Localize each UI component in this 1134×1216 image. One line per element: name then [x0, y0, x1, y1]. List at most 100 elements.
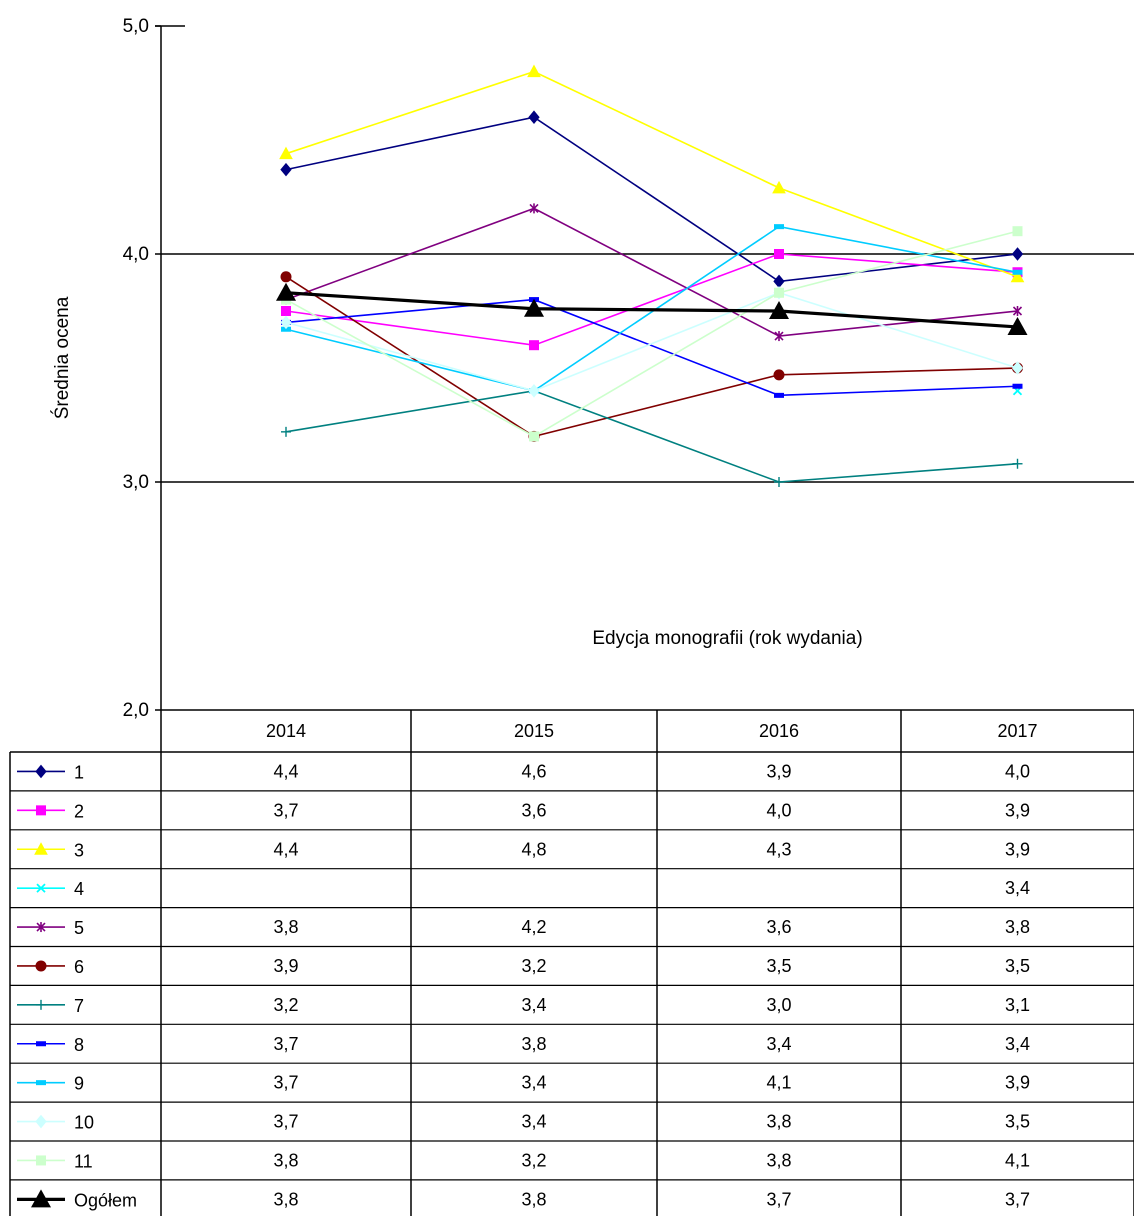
data-point-Ogółem: [276, 282, 296, 301]
data-point-7: [774, 477, 784, 487]
data-point-2: [529, 340, 539, 351]
data-point-11: [774, 287, 784, 298]
legend-marker-1: [35, 764, 47, 779]
table-cell: 3,9: [1005, 800, 1030, 820]
x-category-label: 2015: [514, 721, 554, 741]
table-cell: 3,8: [521, 1034, 546, 1054]
series-line-7: [285, 389, 1018, 483]
table-cell: 3,8: [273, 1150, 298, 1170]
legend-marker-Ogółem: [31, 1189, 51, 1208]
x-category-label: 2016: [759, 721, 799, 741]
table-cell: 4,6: [521, 761, 546, 781]
table-cell: 3,8: [766, 1112, 791, 1132]
table-cell: 3,0: [766, 995, 791, 1015]
data-point-1: [528, 110, 540, 124]
data-point-5: [529, 203, 539, 214]
legend-label: 1: [74, 762, 84, 782]
data-point-2: [774, 249, 784, 259]
data-point-1: [1011, 247, 1024, 261]
legend-label: 11: [74, 1151, 93, 1171]
y-tick-label: 4,0: [123, 244, 149, 265]
table-cell: 3,2: [521, 956, 546, 976]
table-cell: 3,7: [273, 1112, 298, 1132]
series-line-11: [285, 230, 1018, 438]
table-cell: 3,8: [273, 917, 298, 937]
table-cell: 3,9: [1005, 1073, 1030, 1093]
table-cell: 4,4: [273, 761, 298, 781]
table-cell: 3,7: [766, 1189, 791, 1209]
table-cell: 3,9: [766, 761, 791, 781]
x-category-label: 2014: [266, 721, 306, 741]
table-cell: 3,7: [273, 1034, 298, 1054]
table-cell: 4,2: [521, 917, 546, 937]
table-cell: 3,5: [1005, 1112, 1030, 1132]
data-point-6: [280, 271, 292, 283]
series-line-8: [285, 298, 1018, 397]
legend-label: 7: [74, 996, 84, 1016]
data-point-2: [281, 306, 291, 316]
table-cell: 3,9: [273, 956, 298, 976]
table-cell: 3,8: [766, 1150, 791, 1170]
legend-marker-10: [35, 1114, 47, 1129]
table-cell: 3,7: [1005, 1189, 1030, 1209]
table-cell: 3,5: [1005, 956, 1030, 976]
legend-label: 9: [74, 1074, 84, 1094]
data-point-5: [774, 331, 784, 342]
legend-label: Ogółem: [74, 1190, 137, 1210]
table-cell: 3,4: [1005, 878, 1030, 898]
table-cell: 3,7: [273, 800, 298, 820]
y-tick-label: 2,0: [123, 700, 149, 721]
legend-label: 5: [74, 918, 84, 938]
data-point-Ogółem: [1007, 316, 1028, 335]
table-cell: 4,0: [1005, 761, 1030, 781]
data-point-7: [1012, 458, 1023, 469]
legend-marker-8: [36, 1041, 46, 1047]
series-line-Ogółem: [285, 291, 1018, 329]
table-cell: 4,3: [766, 839, 791, 859]
data-point-9: [281, 326, 291, 332]
legend-marker-9: [36, 1080, 46, 1086]
table-cell: 3,4: [766, 1034, 791, 1054]
data-point-3: [1010, 269, 1025, 283]
table-cell: 3,5: [766, 956, 791, 976]
table-cell: 3,4: [521, 995, 546, 1015]
data-point-3: [279, 146, 293, 160]
y-tick-label: 3,0: [123, 472, 149, 493]
data-point-8: [774, 392, 784, 398]
table-cell: 3,4: [521, 1112, 546, 1132]
legend-marker-6: [35, 960, 47, 972]
legend-label: 8: [74, 1035, 84, 1055]
table-cell: 3,6: [766, 917, 791, 937]
table-cell: 4,1: [766, 1073, 791, 1093]
table-cell: 3,8: [1005, 917, 1030, 937]
data-point-3: [772, 180, 786, 194]
table-cell: 3,2: [273, 995, 298, 1015]
legend-label: 4: [74, 879, 84, 899]
data-point-9: [774, 224, 784, 230]
series-line-2: [285, 253, 1018, 347]
table-cell: 3,8: [521, 1189, 546, 1209]
legend-marker-7: [36, 999, 46, 1010]
data-point-5: [1012, 306, 1023, 316]
data-point-9: [1012, 269, 1023, 275]
data-point-1: [280, 162, 292, 177]
legend-label: 6: [74, 957, 84, 977]
data-point-Ogółem: [524, 298, 544, 317]
data-point-7: [281, 426, 291, 437]
table-cell: 4,4: [273, 839, 298, 859]
legend-marker-5: [36, 922, 46, 933]
x-category-label: 2017: [997, 721, 1037, 741]
data-point-10: [280, 315, 292, 330]
legend-marker-11: [36, 1155, 46, 1166]
table-cell: 3,1: [1005, 995, 1030, 1015]
table-cell: 4,1: [1005, 1150, 1030, 1170]
legend-label: 10: [74, 1113, 94, 1133]
data-point-1: [773, 274, 785, 289]
series-line-3: [285, 70, 1018, 278]
data-point-11: [529, 431, 539, 442]
series-line-5: [285, 207, 1018, 337]
data-point-11: [1012, 226, 1023, 237]
table-cell: 3,6: [521, 800, 546, 820]
